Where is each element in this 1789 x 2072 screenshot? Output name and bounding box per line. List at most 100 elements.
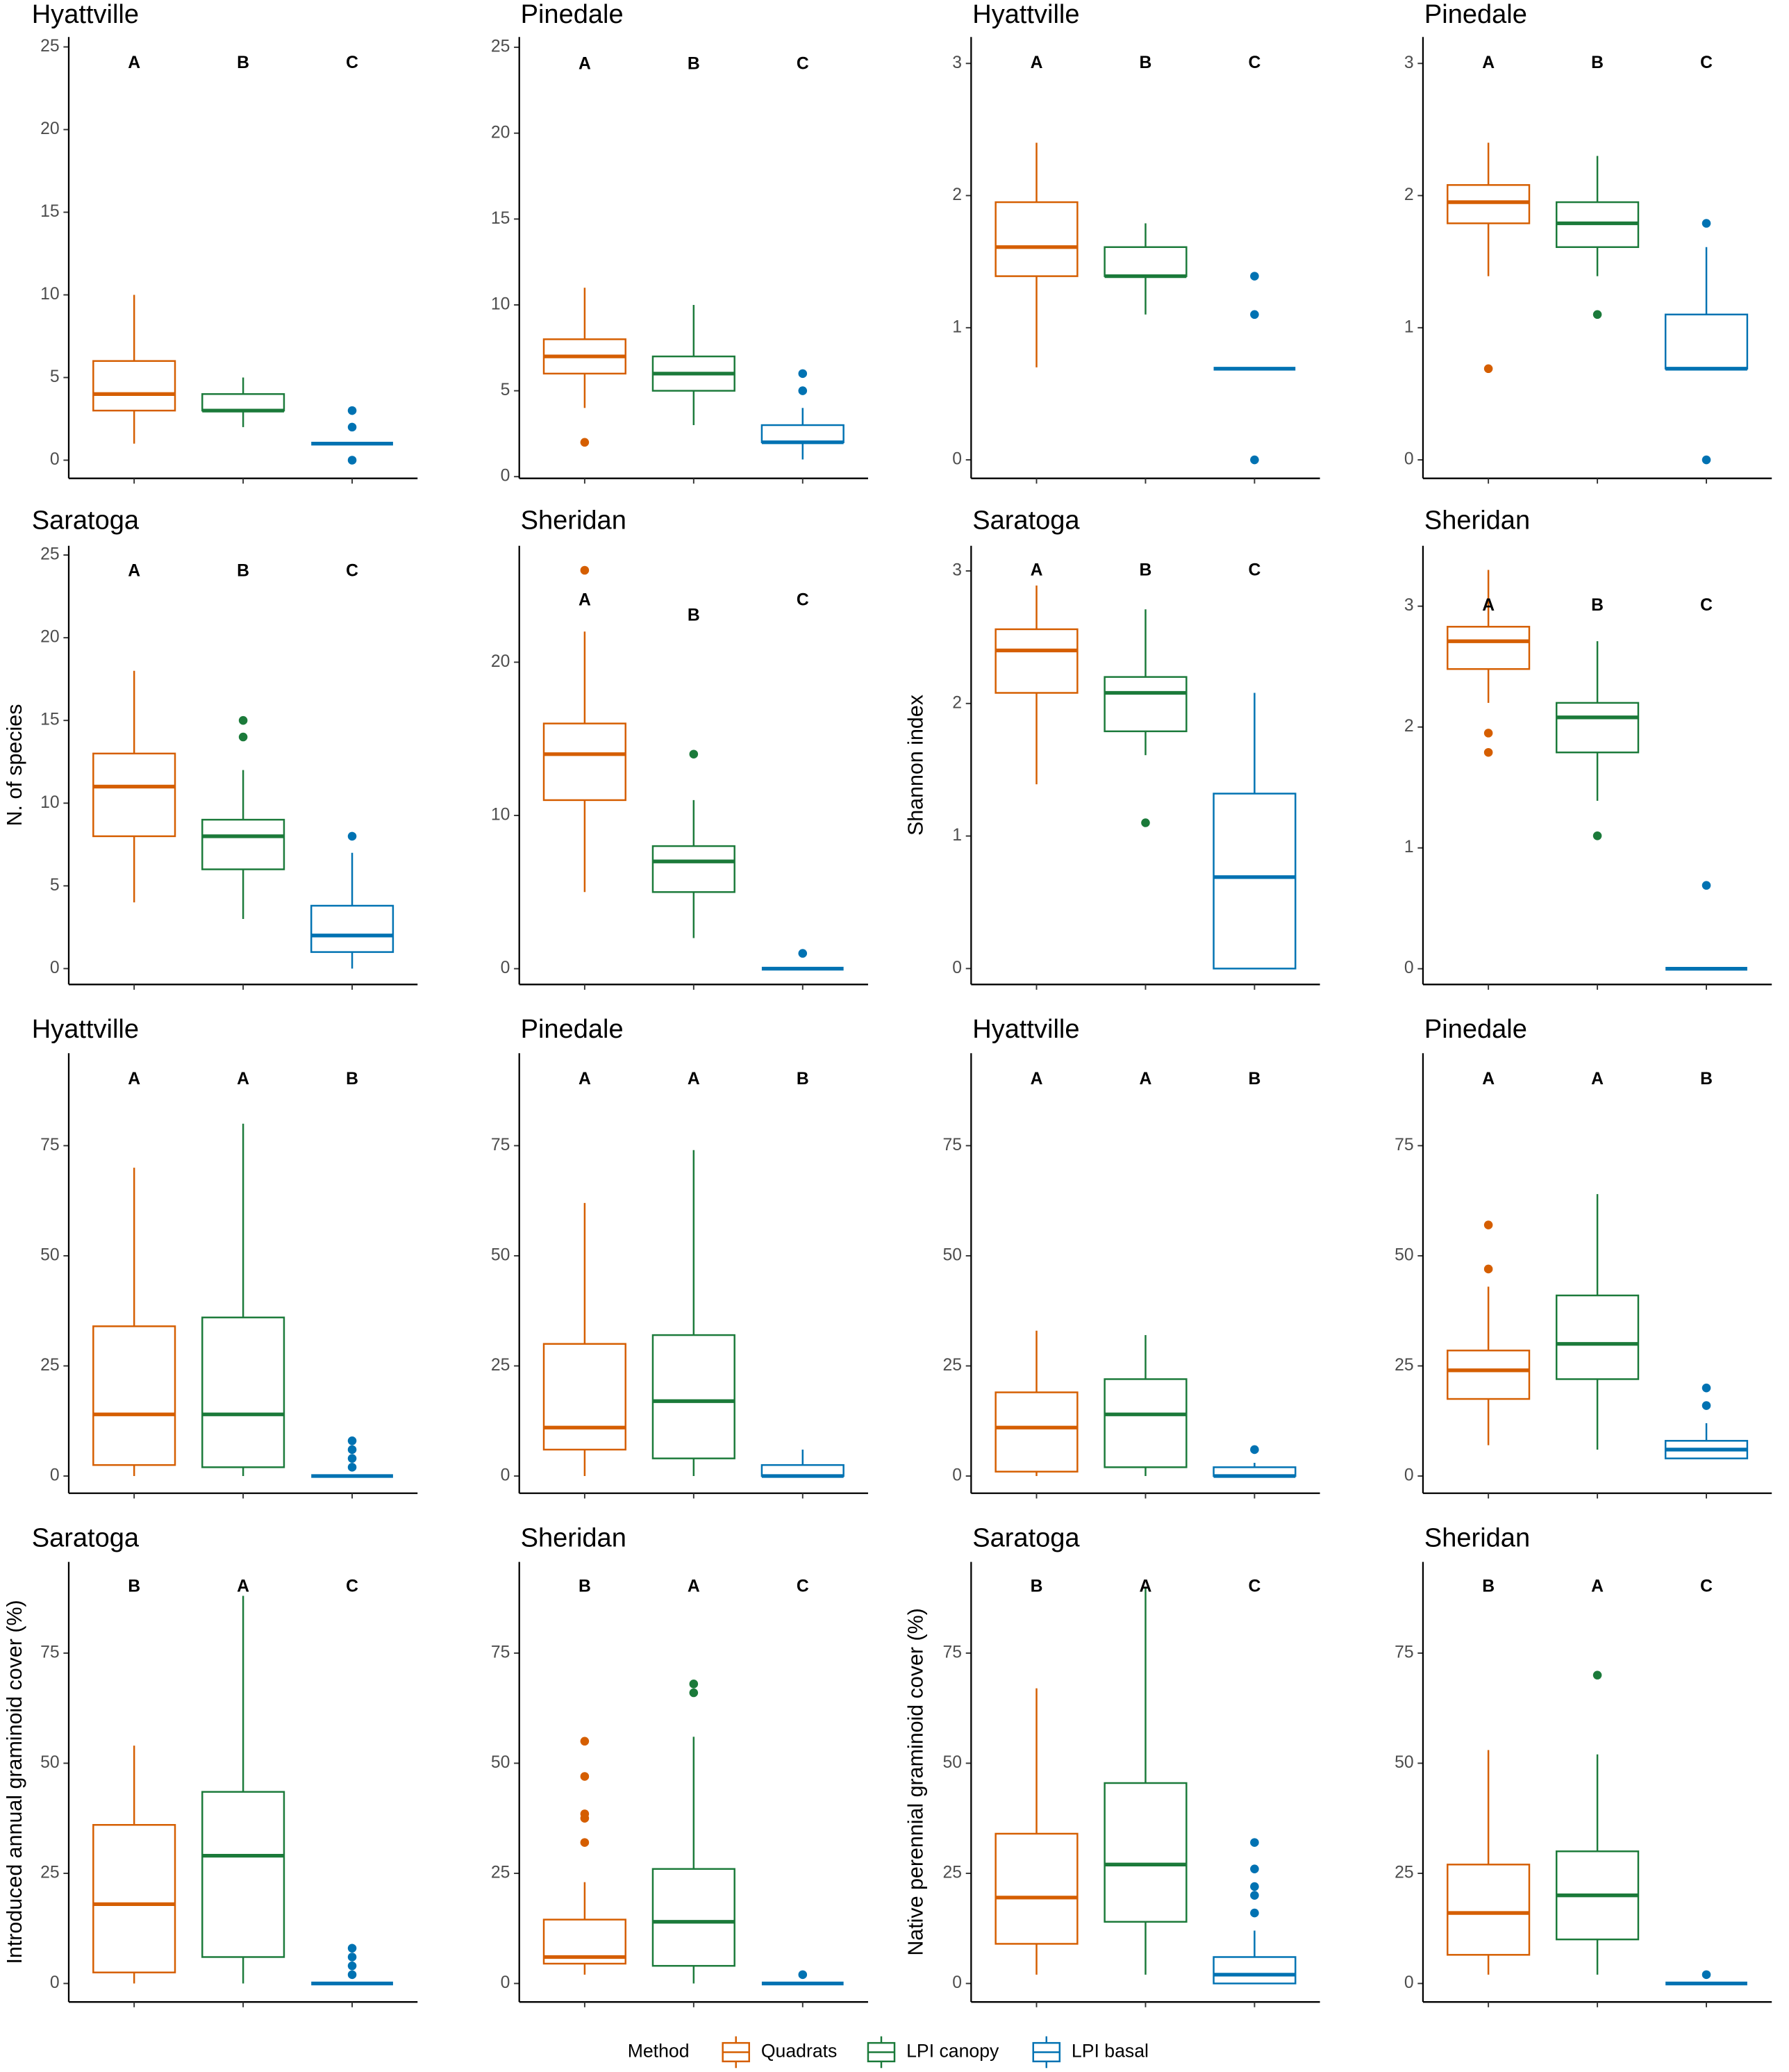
y-tick-label: 5 (501, 381, 510, 399)
y-tick-label: 2 (952, 185, 962, 204)
y-tick-label: 1 (952, 826, 962, 845)
y-tick-label: 0 (952, 959, 962, 977)
group-letter: A (237, 1070, 249, 1088)
y-axis-label: Native perennial graminoid cover (%) (904, 1608, 927, 1956)
group-letter: A (688, 1070, 700, 1088)
y-tick-label: 1 (1404, 838, 1414, 856)
y-tick-label: 75 (943, 1643, 963, 1661)
y-tick-label: 2 (952, 693, 962, 712)
group-letter: B (688, 606, 700, 625)
y-tick-label: 3 (1404, 53, 1414, 72)
outlier (1701, 219, 1711, 228)
y-tick-label: 3 (1404, 596, 1414, 615)
outlier (580, 1737, 590, 1746)
group-letter: C (797, 1577, 809, 1596)
y-tick-label: 25 (1395, 1864, 1414, 1882)
group-letter: B (1248, 1070, 1260, 1088)
group-letter: B (1140, 561, 1152, 579)
outlier (580, 438, 590, 447)
outlier (1483, 729, 1493, 738)
y-tick-label: 20 (491, 123, 510, 142)
group-letter: C (797, 54, 809, 73)
panel-title: Sheridan (521, 1523, 626, 1552)
y-tick-label: 25 (943, 1356, 963, 1375)
y-tick-label: 25 (40, 545, 60, 564)
outlier (798, 369, 808, 379)
outlier (580, 565, 590, 575)
y-tick-label: 3 (952, 561, 962, 579)
group-letter: C (1248, 561, 1260, 579)
box (651, 845, 735, 893)
outlier (580, 1772, 590, 1781)
y-tick-label: 75 (1395, 1136, 1414, 1154)
group-letter: C (1248, 53, 1260, 72)
group-letter: A (1140, 1577, 1152, 1596)
y-tick-label: 5 (50, 367, 60, 386)
box (1447, 184, 1531, 224)
box (542, 1343, 626, 1451)
y-tick-label: 15 (40, 711, 60, 729)
y-tick-label: 0 (50, 450, 60, 469)
panel-title: Saratoga (972, 506, 1080, 536)
outlier (1701, 1401, 1711, 1410)
y-tick-label: 75 (491, 1643, 510, 1661)
box (760, 424, 844, 443)
group-letter: A (128, 561, 140, 580)
group-letter: B (128, 1577, 140, 1596)
y-tick-label: 75 (40, 1136, 60, 1154)
y-axis-label: N. of species (3, 704, 26, 827)
y-tick-label: 50 (40, 1753, 60, 1772)
group-letter: B (237, 53, 249, 72)
outlier (1483, 747, 1493, 757)
outlier (1250, 1864, 1259, 1873)
legend-label: LPI canopy (906, 2040, 999, 2061)
box (201, 1316, 285, 1468)
y-tick-label: 25 (40, 37, 60, 56)
group-letter: B (1591, 596, 1604, 615)
group-letter: A (128, 53, 140, 72)
box (1213, 1956, 1297, 1984)
panel-title: Pinedale (1424, 1015, 1527, 1044)
group-letter: B (1700, 1070, 1713, 1088)
group-letter: B (797, 1070, 809, 1088)
outlier (1483, 1264, 1493, 1274)
group-letter: B (346, 1070, 358, 1088)
group-letter: A (1591, 1070, 1604, 1088)
box (310, 904, 394, 953)
outlier (347, 422, 357, 432)
outlier (1701, 881, 1711, 890)
group-letter: A (1140, 1070, 1152, 1088)
outlier (347, 1436, 357, 1445)
group-letter: A (1031, 1070, 1043, 1088)
y-tick-label: 50 (1395, 1245, 1414, 1264)
group-letter: A (128, 1070, 140, 1088)
group-letter: B (1591, 53, 1604, 72)
box (1447, 626, 1531, 670)
group-letter: C (346, 1577, 358, 1596)
y-tick-label: 75 (491, 1136, 510, 1154)
y-tick-label: 1 (952, 317, 962, 336)
box (201, 1791, 285, 1958)
outlier (798, 1970, 808, 1980)
y-axis-label: Introduced annual graminoid cover (%) (3, 1600, 26, 1964)
outlier (347, 1961, 357, 1971)
y-tick-label: 10 (40, 285, 60, 304)
y-tick-label: 25 (491, 38, 510, 56)
box (1555, 702, 1640, 754)
outlier (1592, 1671, 1602, 1680)
y-tick-label: 0 (501, 467, 510, 486)
panel-title: Saratoga (32, 1523, 140, 1552)
outlier (1701, 1970, 1711, 1980)
outlier (347, 1953, 357, 1962)
y-tick-label: 75 (1395, 1643, 1414, 1661)
y-tick-label: 20 (40, 628, 60, 647)
y-tick-label: 0 (50, 1973, 60, 1992)
y-tick-label: 20 (491, 652, 510, 671)
outlier (1592, 310, 1602, 320)
group-letter: C (346, 561, 358, 580)
y-tick-label: 10 (491, 295, 510, 313)
legend-label: LPI basal (1072, 2040, 1149, 2061)
box (201, 818, 285, 870)
y-tick-label: 0 (501, 1466, 510, 1485)
